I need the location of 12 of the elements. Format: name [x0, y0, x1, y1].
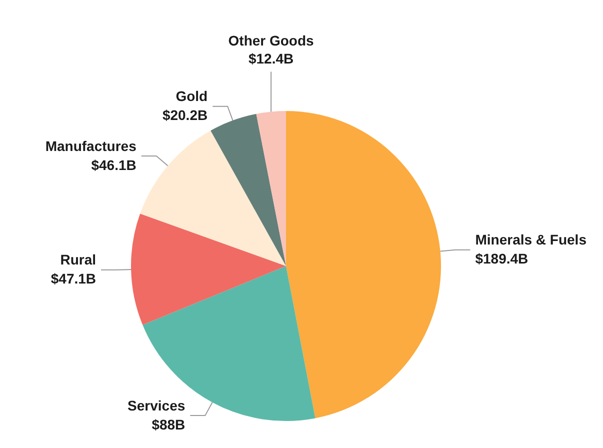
data-label: $189.4B	[475, 250, 528, 267]
data-label: $20.2B	[162, 107, 208, 124]
data-label: $47.1B	[50, 270, 96, 287]
data-label: $12.4B	[248, 50, 294, 67]
slice-label: Other Goods	[228, 32, 314, 49]
slice-label: Manufactures	[45, 138, 137, 154]
slice-label: Minerals & Fuels	[475, 232, 587, 248]
slice-label: Gold	[176, 88, 208, 104]
data-label: $88B	[152, 416, 186, 432]
slice-label: Services	[128, 397, 186, 414]
data-label: $46.1B	[91, 156, 136, 173]
slice-label: Rural	[60, 252, 96, 268]
